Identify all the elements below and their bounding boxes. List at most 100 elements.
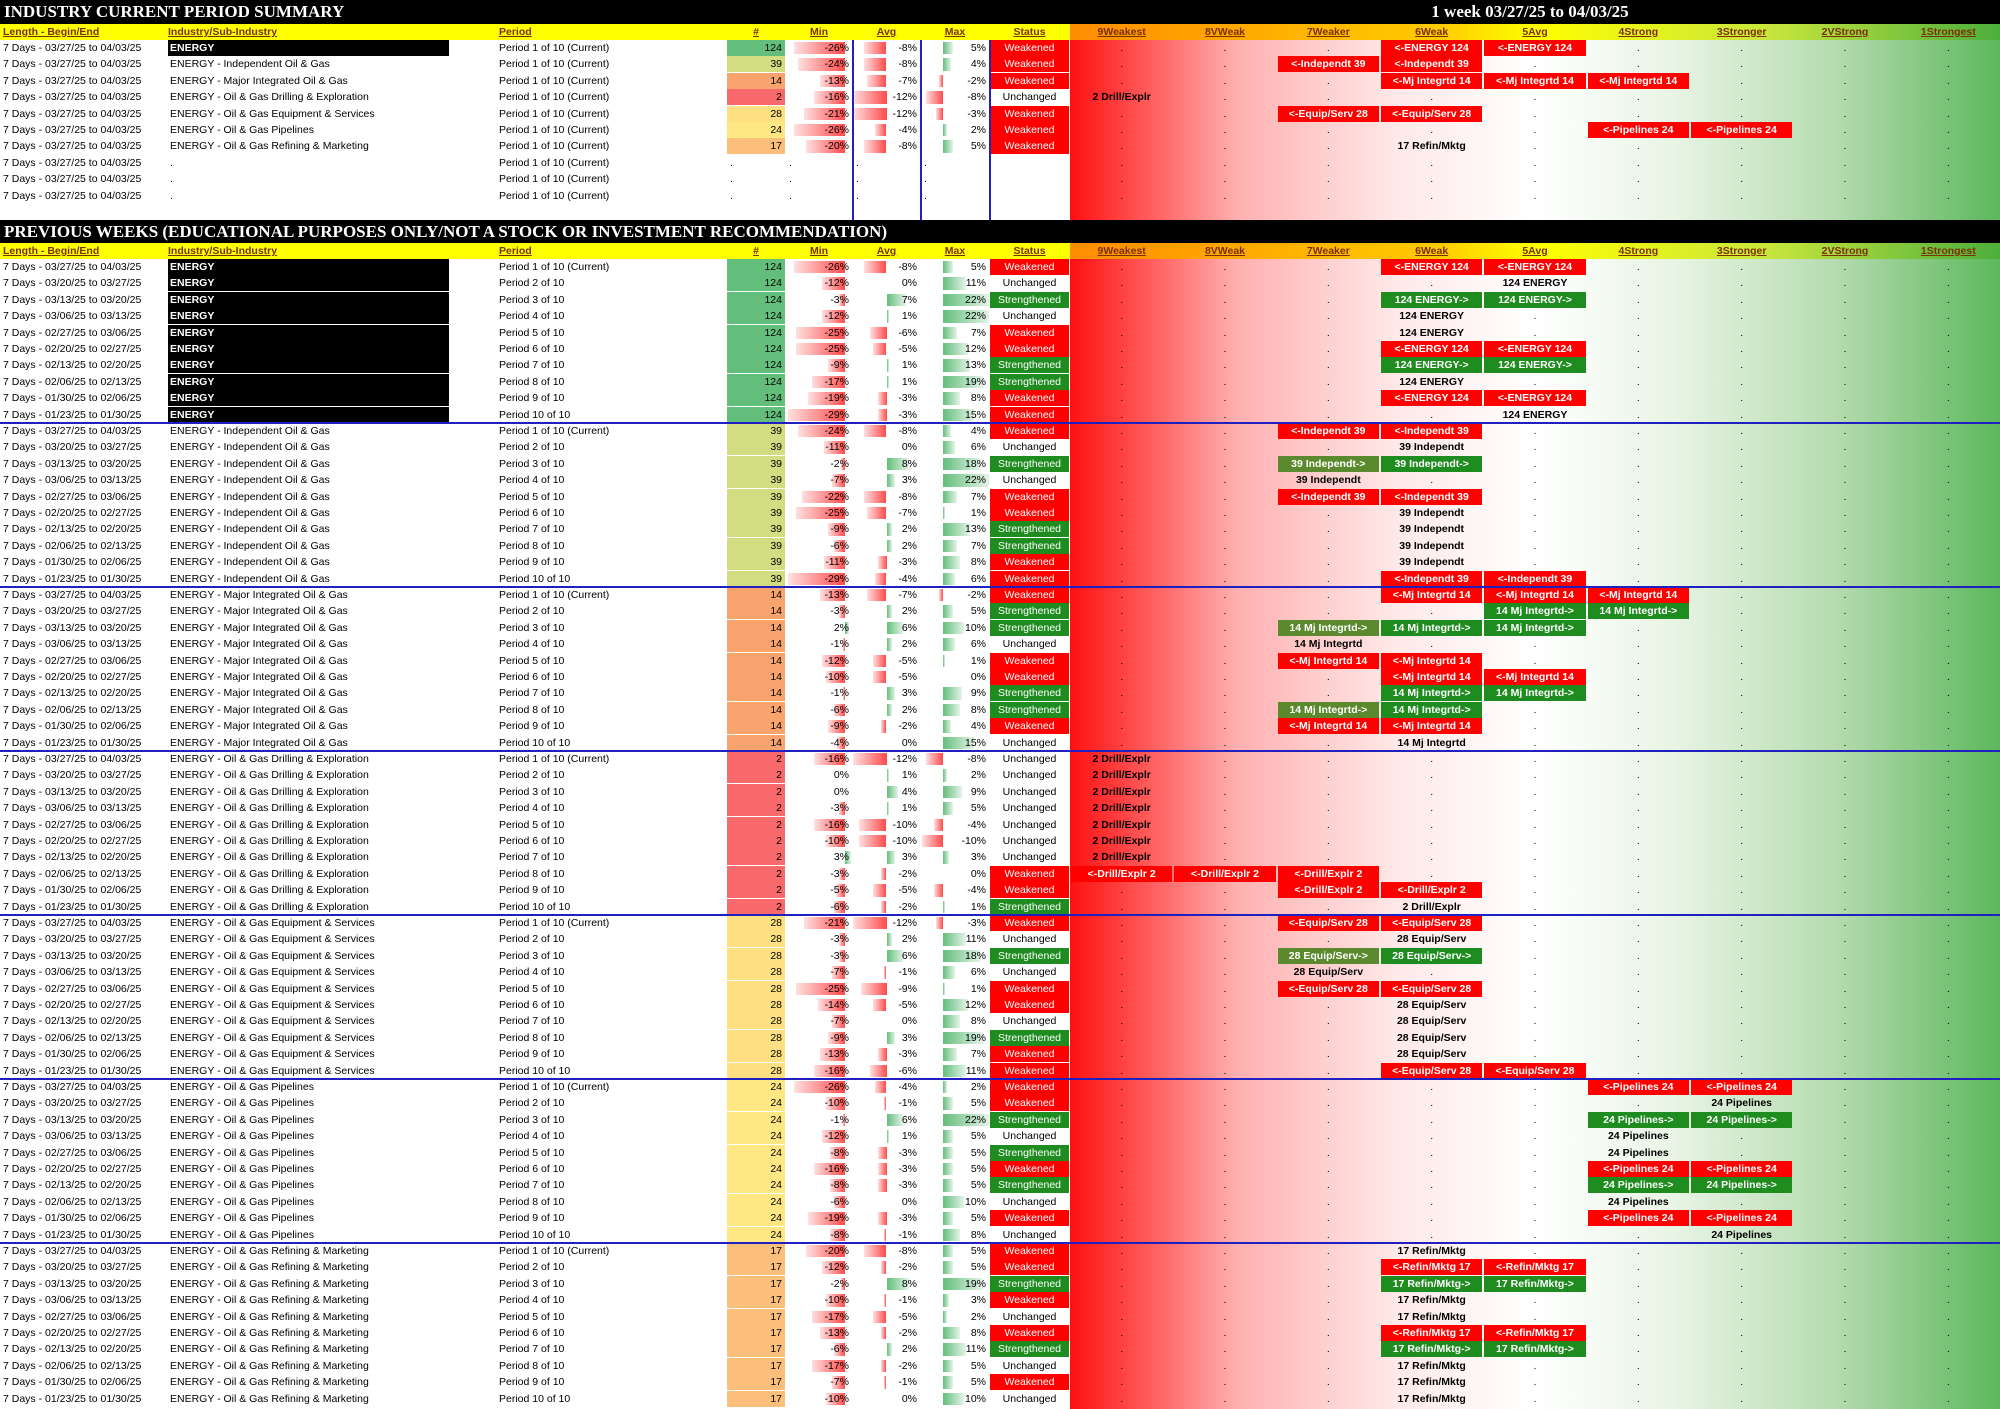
positive-bar [942, 1130, 954, 1143]
status: Weakened [990, 390, 1069, 407]
empty-cell: . [1946, 900, 1950, 913]
empty-cell: . [1533, 1015, 1537, 1028]
period: Period 5 of 10 [499, 982, 565, 995]
industry: ENERGY [168, 291, 449, 308]
empty-cell: . [1740, 375, 1744, 388]
period: Period 1 of 10 (Current) [499, 124, 610, 136]
empty-cell: . [1843, 1031, 1847, 1044]
count: 39 [727, 423, 785, 439]
empty-cell: . [1326, 1277, 1330, 1290]
positive-bar [942, 1376, 954, 1389]
empty-cell: . [1120, 1212, 1124, 1225]
column-header: Length - Begin/End [3, 26, 100, 38]
column-header: 8VWeak [1204, 26, 1246, 38]
positive-bar [886, 375, 890, 389]
empty-cell: . [1326, 375, 1330, 388]
empty-cell: . [1843, 621, 1847, 634]
empty-cell: . [1326, 1179, 1330, 1192]
empty-cell: . [1223, 884, 1227, 897]
positive-bar [942, 802, 954, 815]
empty-cell: . [1223, 736, 1227, 749]
group-separator [0, 1242, 2000, 1244]
empty-cell: . [1843, 1212, 1847, 1225]
empty-cell: . [1120, 425, 1124, 437]
metric: -24% [824, 425, 849, 437]
empty-cell: . [1946, 1113, 1950, 1126]
metric: -19% [824, 392, 849, 405]
negative-bar [839, 867, 846, 881]
empty-cell: . [1843, 140, 1847, 153]
length: 7 Days - 02/27/25 to 03/06/25 [3, 1146, 142, 1159]
empty-cell: . [1430, 408, 1434, 421]
count: 17 [727, 1325, 785, 1341]
empty-cell: . [1740, 654, 1744, 667]
empty-cell: . [1946, 507, 1950, 519]
empty-cell: . [1120, 605, 1124, 618]
empty-cell: . [1430, 474, 1434, 487]
metric: -8% [898, 1245, 917, 1257]
empty-cell: . [1740, 1195, 1744, 1208]
strength-cell: <-Mj Integrtd 14 [1381, 669, 1483, 685]
empty-cell: . [1533, 189, 1537, 202]
empty-cell: . [1120, 703, 1124, 716]
empty-cell: . [1326, 785, 1330, 798]
status: Strengthened [990, 1177, 1069, 1194]
metric: 15% [964, 408, 986, 421]
period: Period 4 of 10 [499, 966, 565, 979]
negative-bar [872, 671, 887, 684]
length: 7 Days - 01/30/25 to 02/06/25 [3, 884, 142, 897]
strength-cell: <-Mj Integrtd 14 [1277, 652, 1379, 669]
period: Period 7 of 10 [499, 1015, 565, 1028]
empty-cell: . [1120, 1359, 1124, 1372]
period: Period 3 of 10 [499, 621, 565, 634]
empty-cell: . [1946, 736, 1950, 749]
positive-bar [942, 1245, 954, 1258]
empty-cell: . [1223, 1212, 1227, 1225]
empty-cell: . [1740, 261, 1744, 273]
status: Strengthened [990, 1029, 1069, 1046]
empty-cell: . [1636, 277, 1640, 290]
negative-bar [795, 982, 846, 995]
empty-cell: . [1636, 523, 1640, 536]
period: Period 2 of 10 [499, 277, 565, 290]
status: Weakened [990, 652, 1069, 669]
metric: -10% [824, 671, 849, 683]
header-row [0, 243, 1070, 259]
empty-cell: . [1740, 507, 1744, 519]
status: Unchanged [1002, 91, 1057, 104]
empty-cell: . [1120, 1310, 1124, 1323]
status: Strengthened [990, 619, 1069, 636]
empty-cell: . [1843, 539, 1847, 552]
industry: ENERGY - Oil & Gas Drilling & Exploratio… [170, 818, 369, 831]
metric: . [856, 156, 859, 169]
positive-bar [942, 1097, 954, 1110]
metric: 5% [970, 1130, 986, 1143]
strength-cell: <-Refin/Mktg 17 [1484, 1259, 1586, 1276]
strength-cell: <-ENERGY 124 [1381, 390, 1483, 407]
length: 7 Days - 02/27/25 to 03/06/25 [3, 818, 142, 831]
positive-bar [942, 523, 971, 536]
negative-bar [797, 58, 846, 71]
empty-cell: . [1326, 1245, 1330, 1257]
metric: 0% [901, 1015, 917, 1028]
empty-cell: . [1533, 966, 1537, 979]
metric: 22% [964, 293, 986, 306]
empty-cell: . [1740, 933, 1744, 946]
empty-cell: . [1326, 189, 1330, 202]
count: 39 [727, 521, 785, 538]
empty-cell: . [1740, 343, 1744, 355]
status: Unchanged [1002, 277, 1057, 290]
empty-cell: . [1326, 1081, 1330, 1093]
count: 2 [727, 849, 785, 866]
status: Strengthened [990, 701, 1069, 718]
negative-bar [813, 1064, 846, 1077]
empty-cell: . [1326, 42, 1330, 54]
industry: ENERGY - Major Integrated Oil & Gas [170, 74, 348, 87]
empty-cell: . [1946, 654, 1950, 667]
empty-cell: . [1533, 474, 1537, 487]
empty-cell: . [1120, 1097, 1124, 1110]
strength-cell: 28 Equip/Serv [1396, 1031, 1467, 1044]
period: Period 5 of 10 [499, 818, 565, 831]
empty-cell: . [1223, 539, 1227, 552]
strength-cell: 28 Equip/Serv [1293, 966, 1364, 979]
